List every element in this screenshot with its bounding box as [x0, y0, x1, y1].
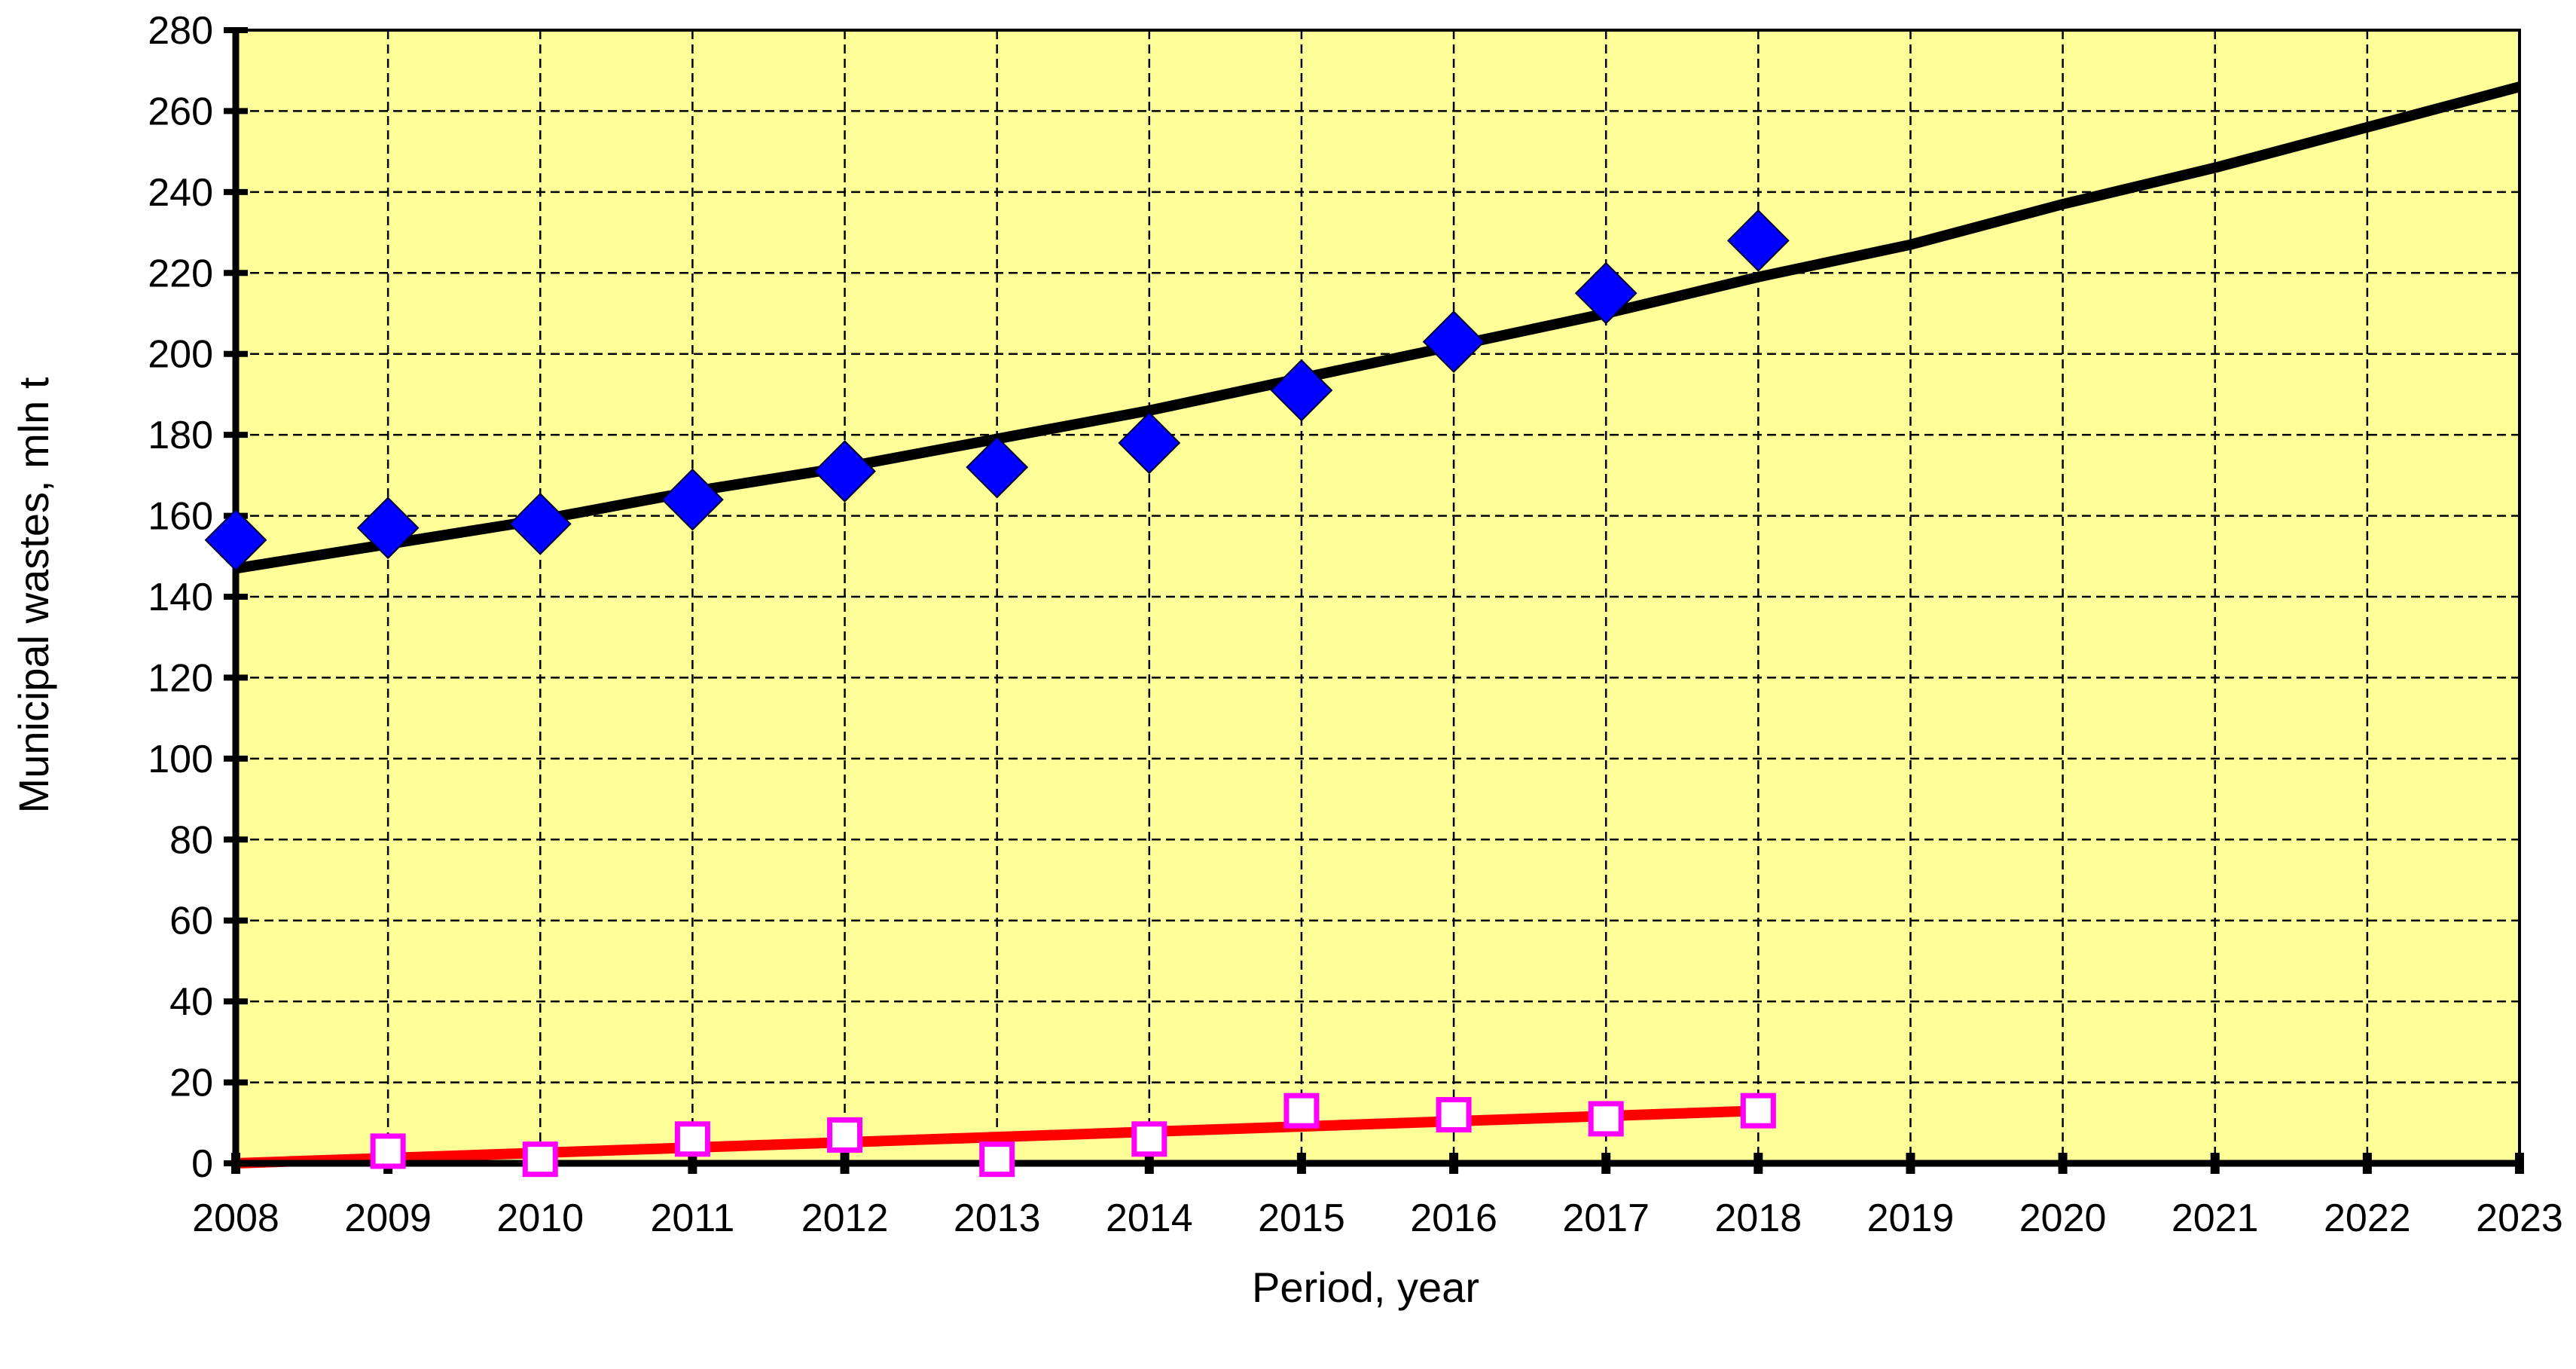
data-point-square: [522, 1141, 558, 1178]
data-point-square: [370, 1133, 406, 1169]
y-tick-label: 260: [148, 90, 213, 133]
x-tick-label: 2021: [2172, 1196, 2259, 1240]
y-tick-label: 280: [148, 9, 213, 53]
y-tick-label: 180: [148, 414, 213, 457]
data-point-diamond: [966, 435, 1029, 499]
trendlines: [234, 81, 2521, 1169]
y-tick-label: 200: [148, 333, 213, 377]
data-point-square: [674, 1121, 710, 1157]
data-point-diamond: [661, 468, 724, 531]
x-tick-label: 2019: [1867, 1196, 1955, 1240]
data-point-square: [1283, 1092, 1320, 1129]
data-point-diamond: [356, 497, 420, 560]
x-tick-label: 2010: [496, 1196, 584, 1240]
y-tick-labels: 0 20 40 60 80 100 120 140 160 180 200 220 240 260 280: [148, 9, 213, 1186]
data-point-square: [1740, 1092, 1776, 1129]
y-tick-label: 100: [148, 738, 213, 781]
x-tick-label: 2015: [1258, 1196, 1345, 1240]
data-point-square: [827, 1117, 863, 1153]
data-point-square: [1588, 1101, 1624, 1137]
x-tick-label: 2018: [1714, 1196, 1802, 1240]
y-tick-label: 0: [191, 1142, 213, 1186]
data-point-square: [1436, 1097, 1472, 1133]
trendline: [235, 1105, 1759, 1169]
grid: [236, 30, 2520, 1163]
x-tick-label: 2008: [192, 1196, 279, 1240]
x-tick-label: 2012: [801, 1196, 889, 1240]
x-tick-label: 2020: [2019, 1196, 2107, 1240]
x-tick-labels: 2008 2009 2010 2011 2012 2013 2014 2015 2016 2017…: [192, 1196, 2563, 1240]
data-point-diamond: [1574, 261, 1637, 325]
y-tick-label: 240: [148, 171, 213, 215]
y-tick-label: 140: [148, 576, 213, 619]
y-tick-label: 40: [169, 980, 213, 1024]
y-tick-label: 20: [169, 1062, 213, 1105]
x-axis-title: Period, year: [1252, 1264, 1479, 1311]
data-point-diamond: [1726, 209, 1790, 272]
x-tick-label: 2023: [2476, 1196, 2563, 1240]
y-tick-label: 120: [148, 656, 213, 700]
data-point-diamond: [1118, 411, 1181, 475]
x-tick-label: 2016: [1410, 1196, 1497, 1240]
x-tick-label: 2022: [2324, 1196, 2411, 1240]
x-tick-label: 2017: [1562, 1196, 1650, 1240]
x-tick-label: 2009: [344, 1196, 432, 1240]
y-tick-label: 160: [148, 495, 213, 539]
axes-frame: [224, 27, 2524, 1174]
data-point-diamond: [813, 440, 876, 503]
y-tick-label: 60: [169, 900, 213, 943]
y-tick-label: 80: [169, 818, 213, 862]
data-point-diamond: [508, 492, 572, 555]
data-point-square: [1131, 1121, 1167, 1157]
data-point-diamond: [204, 509, 267, 572]
data-point-diamond: [1270, 359, 1333, 422]
data-point-diamond: [1422, 310, 1485, 374]
data-markers: [204, 209, 1790, 1178]
trendline: [234, 81, 2521, 574]
x-tick-label: 2011: [650, 1196, 734, 1240]
plot-area: [236, 30, 2520, 1163]
data-point-square: [979, 1141, 1015, 1178]
x-tick-label: 2014: [1106, 1196, 1193, 1240]
x-tick-label: 2013: [954, 1196, 1041, 1240]
y-axis-title: Municipal wastes, mln t: [10, 377, 57, 813]
y-tick-label: 220: [148, 252, 213, 295]
